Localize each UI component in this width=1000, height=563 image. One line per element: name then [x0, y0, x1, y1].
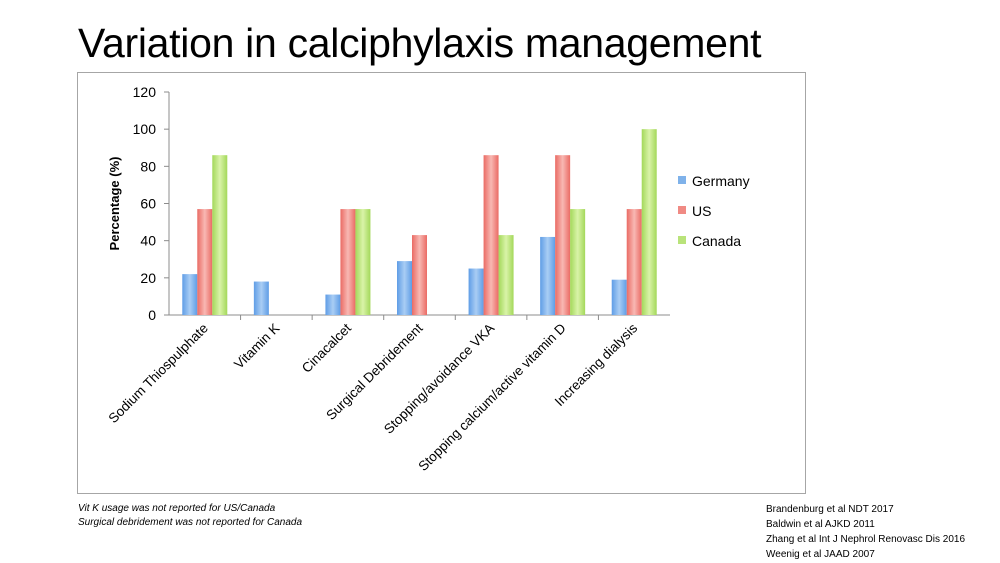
bar-us	[483, 155, 499, 315]
bar-canada	[498, 235, 514, 315]
footnote-surgical-debridement: Surgical debridement was not reported fo…	[78, 517, 303, 528]
y-axis-label: Percentage (%)	[107, 157, 122, 251]
bar-germany	[540, 236, 556, 315]
footnote-vitamin-k: Vit K usage was not reported for US/Cana…	[78, 503, 276, 514]
legend-swatch-canada	[678, 236, 686, 244]
y-tick-label: 20	[140, 270, 156, 286]
bar-us	[340, 209, 356, 315]
y-tick-label: 0	[148, 307, 156, 323]
legend-swatch-us	[678, 206, 686, 214]
bar-canada	[570, 209, 586, 315]
y-tick-label: 100	[133, 121, 157, 137]
bar-canada	[355, 209, 371, 315]
bar-germany	[182, 274, 198, 315]
bar-chart: 0 20 40 60 80 100 120 Percentage (%) Sodium Thio…	[105, 84, 750, 474]
reference-weenig: Weenig et al JAAD 2007	[766, 549, 875, 560]
legend-label-us: US	[692, 203, 711, 219]
bar-us	[626, 209, 642, 315]
x-category-label: Vitamin K	[231, 321, 282, 372]
bar-germany	[325, 294, 341, 315]
y-tick-label: 40	[140, 233, 156, 249]
legend-swatch-germany	[678, 176, 686, 184]
y-tick-label: 60	[140, 196, 156, 212]
legend-label-germany: Germany	[692, 173, 750, 189]
bar-canada	[641, 129, 657, 315]
bar-germany	[611, 279, 627, 315]
bar-us	[555, 155, 571, 315]
bar-germany	[468, 268, 484, 315]
references: Brandenburg et al NDT 2017 Baldwin et al…	[766, 502, 965, 562]
chart-frame: 0 20 40 60 80 100 120 Percentage (%) Sodium Thio…	[77, 72, 806, 494]
legend-label-canada: Canada	[692, 233, 741, 249]
footnotes: Vit K usage was not reported for US/Cana…	[78, 502, 302, 530]
bar-germany	[253, 281, 269, 315]
y-tick-label: 120	[133, 84, 157, 100]
reference-brandenburg: Brandenburg et al NDT 2017	[766, 504, 894, 515]
bar-us	[412, 235, 427, 315]
reference-baldwin: Baldwin et al AJKD 2011	[766, 519, 875, 530]
bar-canada	[212, 155, 228, 315]
x-category-label: Stopping calcium/active vitamin D	[415, 320, 569, 474]
x-category-label: Sodium Thiospulphate	[105, 321, 210, 426]
slide-title: Variation in calciphylaxis management	[78, 20, 762, 66]
bar-us	[197, 209, 213, 315]
reference-zhang: Zhang et al Int J Nephrol Renovasc Dis 2…	[766, 534, 965, 545]
bar-germany	[397, 261, 412, 315]
y-tick-label: 80	[140, 158, 156, 174]
x-category-label: Cinacalcet	[299, 320, 354, 375]
